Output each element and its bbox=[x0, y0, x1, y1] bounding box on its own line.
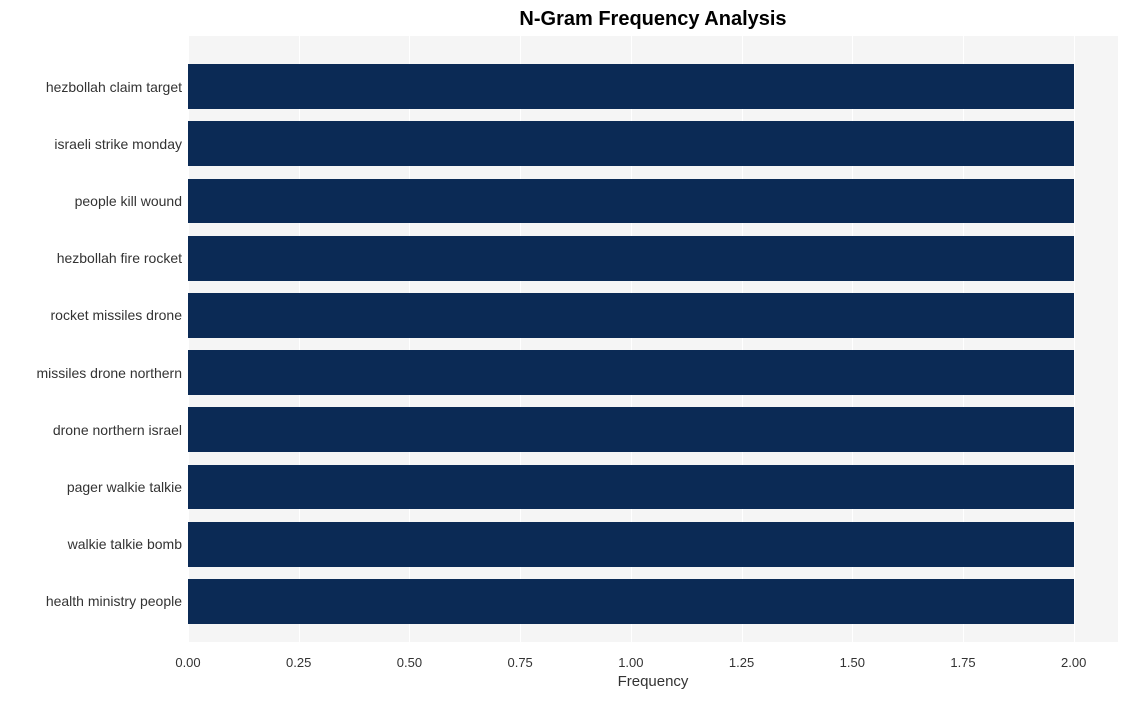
x-tick-label: 0.75 bbox=[507, 655, 532, 670]
chart-container: N-Gram Frequency Analysis Frequency 0.00… bbox=[0, 0, 1128, 701]
x-tick-label: 0.00 bbox=[175, 655, 200, 670]
y-tick-label: pager walkie talkie bbox=[67, 479, 182, 495]
x-gridline bbox=[1074, 36, 1075, 642]
bar bbox=[188, 579, 1074, 624]
x-tick-label: 1.75 bbox=[950, 655, 975, 670]
x-tick-label: 0.25 bbox=[286, 655, 311, 670]
y-tick-label: hezbollah fire rocket bbox=[57, 250, 182, 266]
y-tick-label: hezbollah claim target bbox=[46, 79, 182, 95]
chart-row-band bbox=[188, 36, 1118, 58]
y-tick-label: health ministry people bbox=[46, 593, 182, 609]
y-tick-label: drone northern israel bbox=[53, 422, 182, 438]
bar bbox=[188, 236, 1074, 281]
x-tick-label: 2.00 bbox=[1061, 655, 1086, 670]
bar bbox=[188, 64, 1074, 109]
bar bbox=[188, 121, 1074, 166]
x-tick-label: 1.50 bbox=[840, 655, 865, 670]
x-tick-label: 1.00 bbox=[618, 655, 643, 670]
x-tick-label: 1.25 bbox=[729, 655, 754, 670]
y-tick-label: walkie talkie bomb bbox=[68, 536, 182, 552]
bar bbox=[188, 522, 1074, 567]
bar bbox=[188, 350, 1074, 395]
bar bbox=[188, 407, 1074, 452]
y-tick-label: missiles drone northern bbox=[36, 365, 182, 381]
y-tick-label: people kill wound bbox=[75, 193, 182, 209]
bar bbox=[188, 465, 1074, 510]
bar bbox=[188, 179, 1074, 224]
y-tick-label: rocket missiles drone bbox=[51, 307, 183, 323]
chart-row-band bbox=[188, 630, 1118, 642]
y-tick-label: israeli strike monday bbox=[54, 136, 182, 152]
x-tick-label: 0.50 bbox=[397, 655, 422, 670]
chart-title: N-Gram Frequency Analysis bbox=[188, 8, 1118, 31]
bar bbox=[188, 293, 1074, 338]
plot-area bbox=[188, 36, 1118, 642]
x-axis-label: Frequency bbox=[188, 673, 1118, 690]
